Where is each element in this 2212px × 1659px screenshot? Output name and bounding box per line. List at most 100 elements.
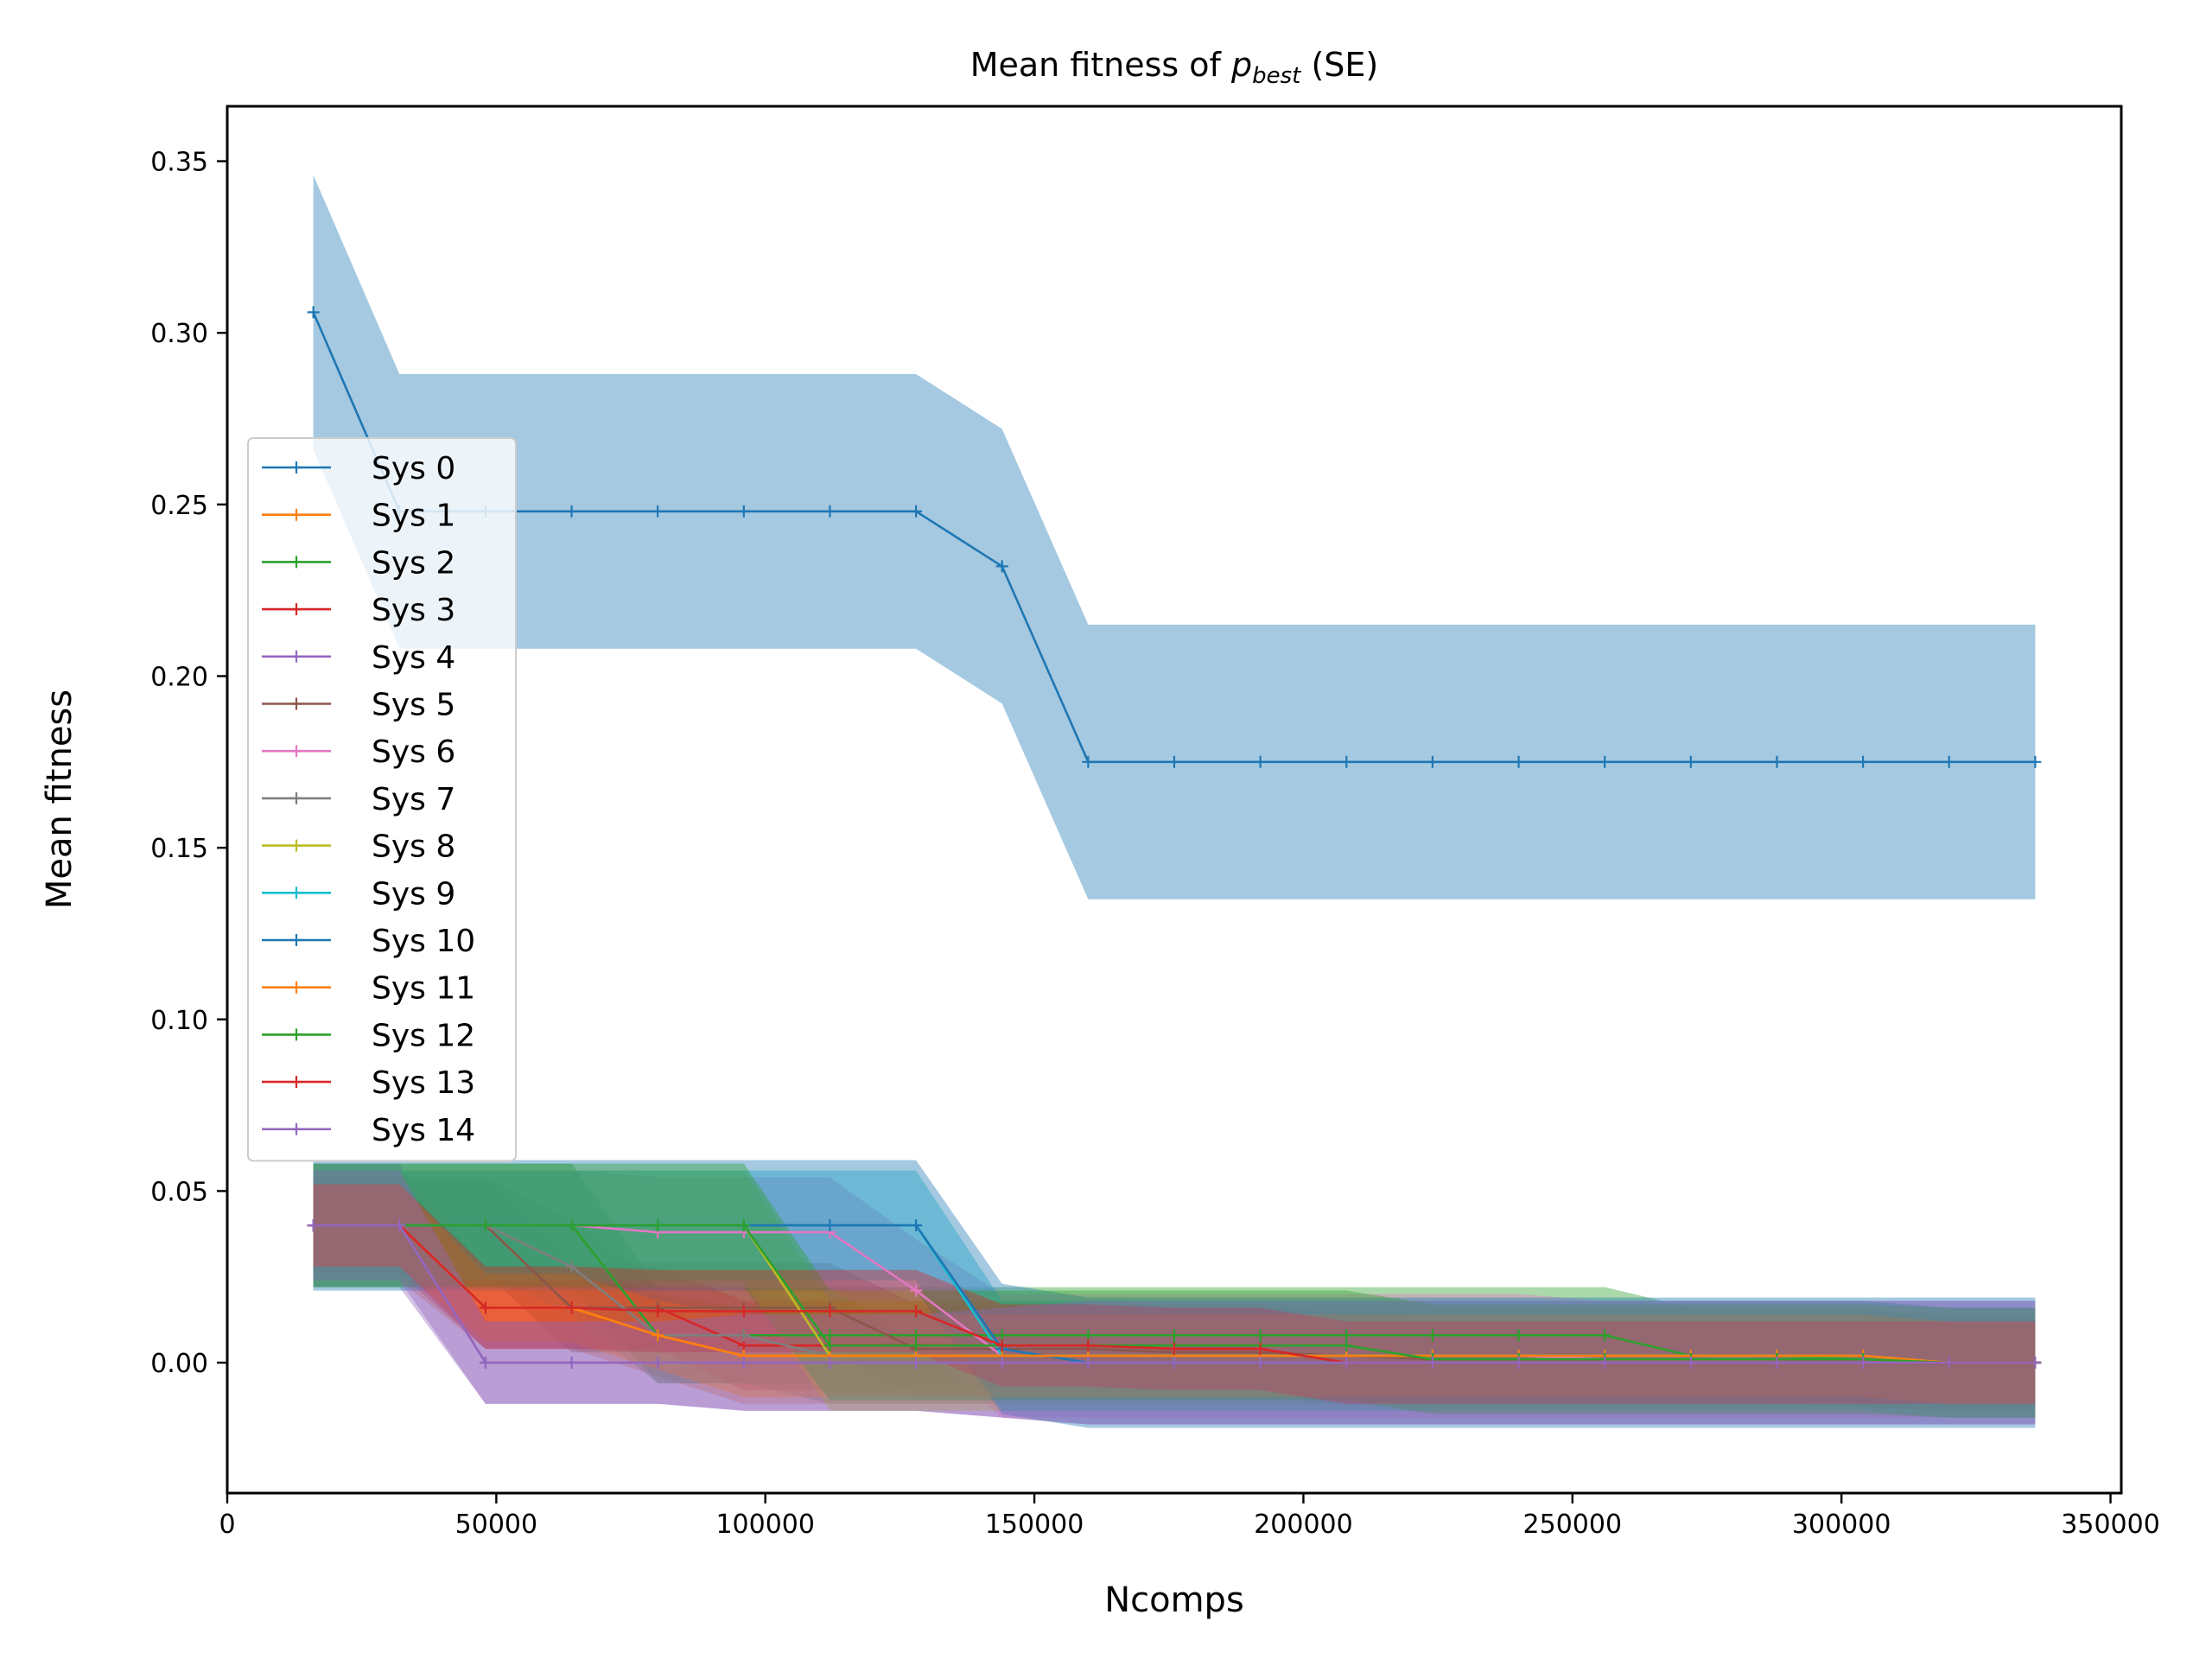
- point-sys-0-14: [1512, 755, 1525, 768]
- point-sys-2-11: [1254, 1329, 1267, 1342]
- legend-entry-sys-7: Sys 7: [262, 782, 455, 817]
- point-sys-2-13: [1426, 1329, 1439, 1342]
- title-subscript: best: [1252, 63, 1301, 89]
- legend-entry-sys-9: Sys 9: [262, 876, 455, 912]
- point-sys-0-9: [1082, 755, 1095, 768]
- point-sys-14-17: [1770, 1357, 1783, 1370]
- y-tick-label-6: 0.30: [150, 319, 208, 349]
- legend-entry-sys-0: Sys 0: [262, 451, 455, 486]
- x-tick-label-1: 50000: [455, 1510, 537, 1540]
- legend-marker-1: [290, 508, 302, 521]
- legend-label-2: Sys 2: [372, 545, 455, 581]
- point-sys-14-7: [910, 1357, 923, 1370]
- point-sys-0-17: [1770, 755, 1783, 768]
- point-sys-13-2: [479, 1301, 492, 1314]
- point-sys-14-10: [1168, 1357, 1180, 1370]
- legend-marker-6: [290, 745, 302, 758]
- point-sys-0-20: [2029, 755, 2042, 768]
- legend-label-12: Sys 12: [372, 1018, 475, 1053]
- point-sys-7-3: [565, 1260, 578, 1273]
- point-sys-2-12: [1340, 1329, 1353, 1342]
- x-tick-label-7: 350000: [2061, 1510, 2160, 1540]
- point-sys-0-18: [1857, 755, 1870, 768]
- legend-marker-10: [290, 934, 302, 946]
- point-sys-2-6: [823, 1329, 836, 1342]
- x-tick-label-3: 150000: [985, 1510, 1084, 1540]
- point-sys-14-18: [1857, 1357, 1870, 1370]
- point-sys-0-0: [307, 306, 320, 319]
- legend-marker-5: [290, 697, 302, 710]
- legend-entry-sys-6: Sys 6: [262, 734, 455, 770]
- legend-marker-13: [290, 1076, 302, 1089]
- point-sys-13-5: [737, 1305, 750, 1318]
- legend-box: [247, 437, 517, 1162]
- series-lines: [307, 306, 2042, 1370]
- series-sys-0: [307, 306, 2042, 768]
- legend-entry-sys-3: Sys 3: [262, 593, 455, 628]
- point-sys-14-8: [995, 1357, 1008, 1370]
- point-sys-0-12: [1340, 755, 1353, 768]
- point-sys-0-10: [1168, 755, 1180, 768]
- title-suffix: (SE): [1300, 46, 1378, 84]
- point-sys-10-6: [823, 1219, 836, 1232]
- point-sys-2-8: [995, 1329, 1008, 1342]
- y-axis-ticks: 0.00 0.05 0.10 0.15 0.20 0.25 0.30 0.35: [150, 148, 227, 1379]
- legend-label-9: Sys 9: [372, 876, 455, 912]
- point-sys-14-2: [479, 1357, 492, 1370]
- point-sys-14-12: [1340, 1357, 1353, 1370]
- legend-entry-sys-14: Sys 14: [262, 1113, 475, 1148]
- x-tick-label-5: 250000: [1523, 1510, 1623, 1540]
- point-sys-12-5: [737, 1219, 750, 1232]
- point-sys-0-13: [1426, 755, 1439, 768]
- point-sys-2-15: [1599, 1329, 1611, 1342]
- legend-label-6: Sys 6: [372, 734, 455, 770]
- point-sys-14-4: [652, 1357, 664, 1370]
- point-sys-14-9: [1082, 1357, 1095, 1370]
- band-sys-0: [313, 175, 2036, 899]
- legend-entry-sys-13: Sys 13: [262, 1065, 475, 1101]
- x-tick-label-0: 0: [219, 1510, 235, 1540]
- point-sys-3-5: [737, 1339, 750, 1352]
- point-sys-13-9: [1082, 1339, 1095, 1352]
- y-tick-label-0: 0.00: [150, 1349, 208, 1379]
- legend-entry-sys-12: Sys 12: [262, 1018, 475, 1053]
- y-tick-label-1: 0.05: [150, 1177, 208, 1207]
- point-sys-14-16: [1684, 1357, 1697, 1370]
- legend-entry-sys-5: Sys 5: [262, 688, 455, 723]
- point-sys-14-5: [737, 1357, 750, 1370]
- point-sys-0-19: [1942, 755, 1955, 768]
- x-tick-label-4: 200000: [1254, 1510, 1353, 1540]
- point-sys-2-14: [1512, 1329, 1525, 1342]
- legend-label-13: Sys 13: [372, 1065, 475, 1101]
- y-tick-label-3: 0.15: [150, 834, 208, 864]
- x-tick-label-6: 300000: [1792, 1510, 1891, 1540]
- legend-label-1: Sys 1: [372, 499, 455, 534]
- legend-label-0: Sys 0: [372, 451, 455, 486]
- x-axis-ticks: 0 50000 100000 150000 200000 250000 300000 3500…: [219, 1493, 2160, 1540]
- point-sys-13-3: [565, 1301, 578, 1314]
- legend-label-10: Sys 10: [372, 924, 475, 959]
- title-prefix: Mean fitness of: [970, 46, 1231, 84]
- legend-entry-sys-4: Sys 4: [262, 640, 455, 676]
- legend-label-5: Sys 5: [372, 688, 455, 723]
- legend-entry-sys-8: Sys 8: [262, 830, 455, 865]
- point-sys-0-4: [652, 505, 664, 518]
- title-variable: p: [1230, 46, 1252, 84]
- point-sys-13-8: [995, 1339, 1008, 1352]
- point-sys-0-16: [1684, 755, 1697, 768]
- point-sys-0-8: [995, 560, 1008, 573]
- point-sys-14-13: [1426, 1357, 1439, 1370]
- y-tick-label-5: 0.25: [150, 491, 208, 521]
- point-sys-12-4: [652, 1219, 664, 1232]
- point-sys-14-14: [1512, 1357, 1525, 1370]
- y-tick-label-4: 0.20: [150, 662, 208, 692]
- legend-marker-8: [290, 839, 302, 852]
- point-sys-0-15: [1599, 755, 1611, 768]
- plot-frame: [226, 105, 2123, 1495]
- point-sys-14-0: [307, 1219, 320, 1232]
- point-sys-12-7: [910, 1339, 923, 1352]
- point-sys-13-6: [823, 1305, 836, 1318]
- point-sys-10-7: [910, 1219, 923, 1232]
- legend-marker-12: [290, 1028, 302, 1041]
